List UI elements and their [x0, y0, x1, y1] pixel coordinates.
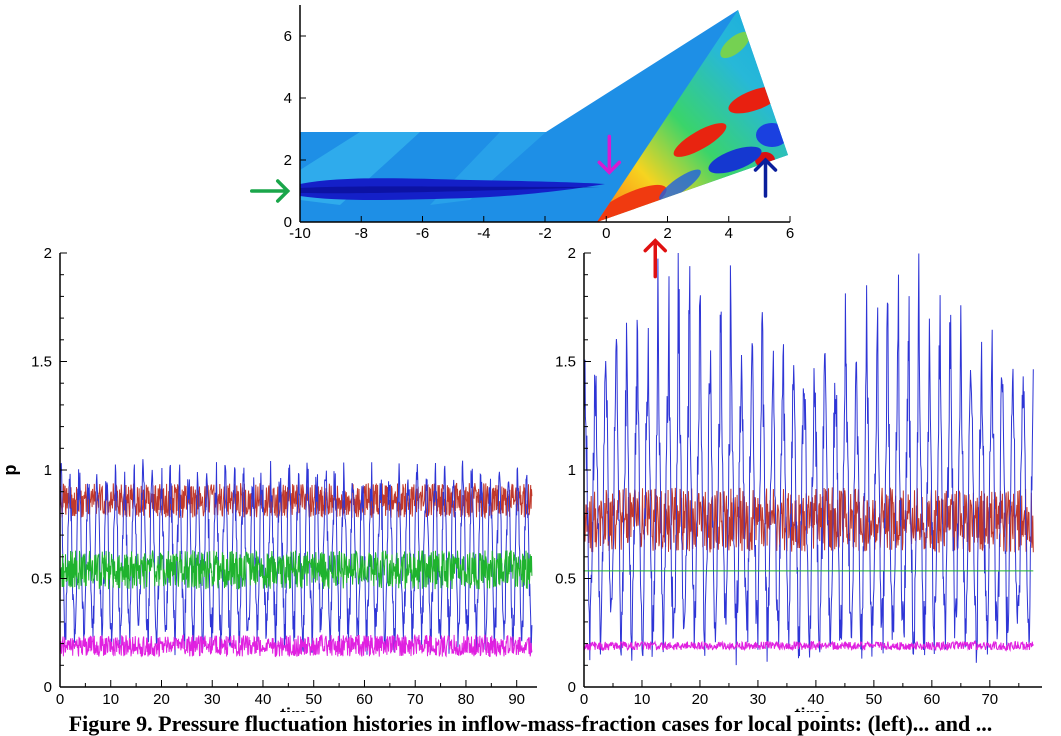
x-tick-label: 40 — [255, 691, 272, 708]
y-tick-label: 0 — [44, 679, 52, 696]
x-tick-label: 20 — [692, 691, 709, 708]
x-tick-label: 80 — [458, 691, 475, 708]
x-tick-label: 0 — [56, 691, 64, 708]
series-line — [583, 487, 1034, 553]
contour-y-tick-label: 0 — [284, 214, 292, 231]
contour-x-tick-label: -8 — [355, 225, 368, 242]
contour-y-tick-label: 6 — [284, 28, 292, 45]
x-tick-label: 70 — [981, 691, 998, 708]
contour-x-tick-label: -10 — [289, 225, 311, 242]
contour-y-ticks: 0 2 4 6 — [284, 28, 306, 231]
series-line — [59, 549, 533, 590]
contour-x-tick-label: 6 — [786, 225, 794, 242]
series-line — [583, 252, 1034, 666]
x-tick-label: 50 — [866, 691, 883, 708]
x-tick-label: 10 — [634, 691, 651, 708]
x-tick-label: 30 — [750, 691, 767, 708]
y-tick-label: 1.5 — [31, 354, 52, 371]
contour-x-tick-label: -6 — [416, 225, 429, 242]
x-axis-label: time — [280, 705, 317, 712]
contour-x-tick-label: 0 — [602, 225, 610, 242]
contour-x-ticks: -10 -8 -6 -4 -2 0 2 4 6 — [289, 216, 794, 242]
x-tick-label: 30 — [204, 691, 221, 708]
y-tick-label: 1 — [44, 462, 52, 479]
figure-caption: Figure 9. Pressure fluctuation histories… — [68, 712, 993, 736]
x-tick-label: 60 — [356, 691, 373, 708]
x-tick-label: 60 — [924, 691, 941, 708]
probe-arrow-down — [597, 134, 622, 175]
y-tick-label: 0.5 — [31, 571, 52, 588]
contour-y-tick-label: 4 — [284, 90, 292, 107]
contour-x-tick-label: 2 — [663, 225, 671, 242]
right-time-series-plot: 0 10 20 30 40 50 60 70 0 0.5 1 1.5 2 time — [555, 245, 1042, 712]
probe-arrow-up — [643, 238, 667, 279]
y-tick-label: 2 — [44, 245, 52, 262]
y-tick-label: 1.5 — [555, 354, 576, 371]
y-tick-label: 0.5 — [555, 571, 576, 588]
series-line — [59, 633, 533, 658]
probe-arrows — [250, 134, 778, 279]
contour-x-tick-label: -4 — [477, 225, 490, 242]
series-line — [59, 482, 533, 520]
series-line — [583, 639, 1034, 652]
contour-plot: -10 -8 -6 -4 -2 0 2 4 6 0 2 4 6 — [250, 5, 794, 279]
x-tick-label: 20 — [153, 691, 170, 708]
x-tick-label: 70 — [407, 691, 424, 708]
x-axis-label: time — [794, 705, 831, 712]
y-axis-label: p — [0, 465, 20, 476]
y-tick-label: 1 — [568, 462, 576, 479]
left-time-series-plot: 0 10 20 30 40 50 60 70 80 90 0 0.5 1 1.5 2 time p — [0, 245, 537, 712]
probe-arrow-up — [753, 157, 778, 198]
contour-x-tick-label: -2 — [538, 225, 551, 242]
x-tick-label: 10 — [102, 691, 119, 708]
contour-y-tick-label: 2 — [284, 152, 292, 169]
y-tick-label: 2 — [568, 245, 576, 262]
probe-arrow-right — [250, 179, 291, 203]
x-tick-label: 0 — [580, 691, 588, 708]
x-tick-label: 90 — [508, 691, 525, 708]
x-tick-label: 40 — [808, 691, 825, 708]
jet-core-inner — [300, 186, 600, 194]
contour-x-tick-label: 4 — [725, 225, 733, 242]
x-tick-label: 50 — [305, 691, 322, 708]
y-tick-label: 0 — [568, 679, 576, 696]
